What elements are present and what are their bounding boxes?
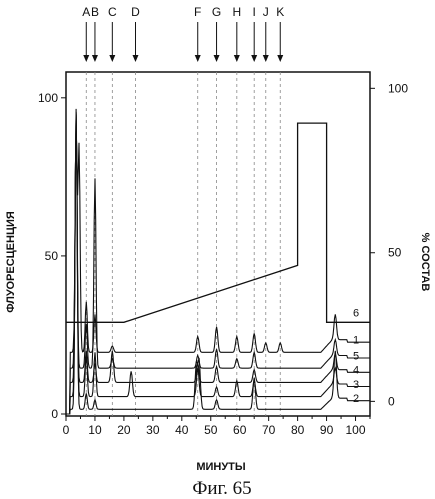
gradient-line: [66, 123, 370, 322]
y-tick-label: 100: [38, 91, 58, 105]
trace-3: [66, 112, 370, 414]
x-axis-title: МИНУТЫ: [196, 461, 246, 473]
peak-marker-arrowhead: [263, 55, 269, 62]
x-tick-label: 100: [346, 423, 366, 437]
peak-marker-label: J: [263, 5, 269, 19]
trace-layer: 1 5 4 3 2 6: [66, 109, 370, 414]
x-tick-label: 20: [117, 423, 131, 437]
peak-marker-arrowhead: [251, 55, 257, 62]
peak-marker-label: I: [253, 5, 256, 19]
peak-marker-arrowhead: [195, 55, 201, 62]
x-tick-label: 40: [175, 423, 189, 437]
peak-marker-arrowhead: [214, 55, 220, 62]
x-tick-label: 90: [320, 423, 334, 437]
peak-marker-label: H: [232, 5, 241, 19]
x-tick-label: 50: [204, 423, 218, 437]
y2-tick-label: 100: [388, 81, 408, 95]
peak-marker-arrowhead: [83, 55, 89, 62]
y-axis-title: ФЛУОРЕСЦЕНЦИЯ: [5, 211, 17, 313]
peak-marker-label: G: [212, 5, 221, 19]
y2-axis-title: % СОСТАВ: [419, 233, 431, 292]
x-tick-label: 0: [63, 423, 70, 437]
peak-marker-arrowhead: [109, 55, 115, 62]
y-tick-label: 50: [45, 249, 59, 263]
peak-marker-arrowhead: [92, 55, 98, 62]
peak-marker-arrowhead: [277, 55, 283, 62]
trace-4: [66, 114, 370, 414]
trace-label: 1: [353, 335, 359, 347]
x-tick-label: 80: [291, 423, 305, 437]
figure-caption: Фиг. 65: [192, 478, 251, 499]
trace-label: 2: [353, 393, 359, 405]
peak-marker-label: B: [91, 5, 99, 19]
peak-marker-arrowhead: [132, 55, 138, 62]
trace-label: 5: [353, 351, 359, 363]
x-tick-label: 30: [146, 423, 160, 437]
trace-label: 3: [353, 379, 359, 391]
x-tick-label: 70: [262, 423, 276, 437]
gradient-label: 6: [353, 307, 359, 319]
peak-marker-arrowhead: [234, 55, 240, 62]
trace-label: 4: [353, 365, 359, 377]
trace-2: [66, 109, 370, 414]
peak-marker-label: A: [82, 5, 90, 19]
peak-marker-label: C: [108, 5, 117, 19]
peak-marker-label: K: [276, 5, 284, 19]
peak-marker-label: D: [131, 5, 140, 19]
y2-tick-label: 50: [388, 246, 402, 260]
trace-5: [66, 115, 370, 414]
y-tick-label: 0: [51, 407, 58, 421]
x-tick-label: 60: [233, 423, 247, 437]
x-tick-label: 10: [88, 423, 102, 437]
y2-tick-label: 0: [388, 394, 395, 408]
peak-marker-label: F: [194, 5, 201, 19]
